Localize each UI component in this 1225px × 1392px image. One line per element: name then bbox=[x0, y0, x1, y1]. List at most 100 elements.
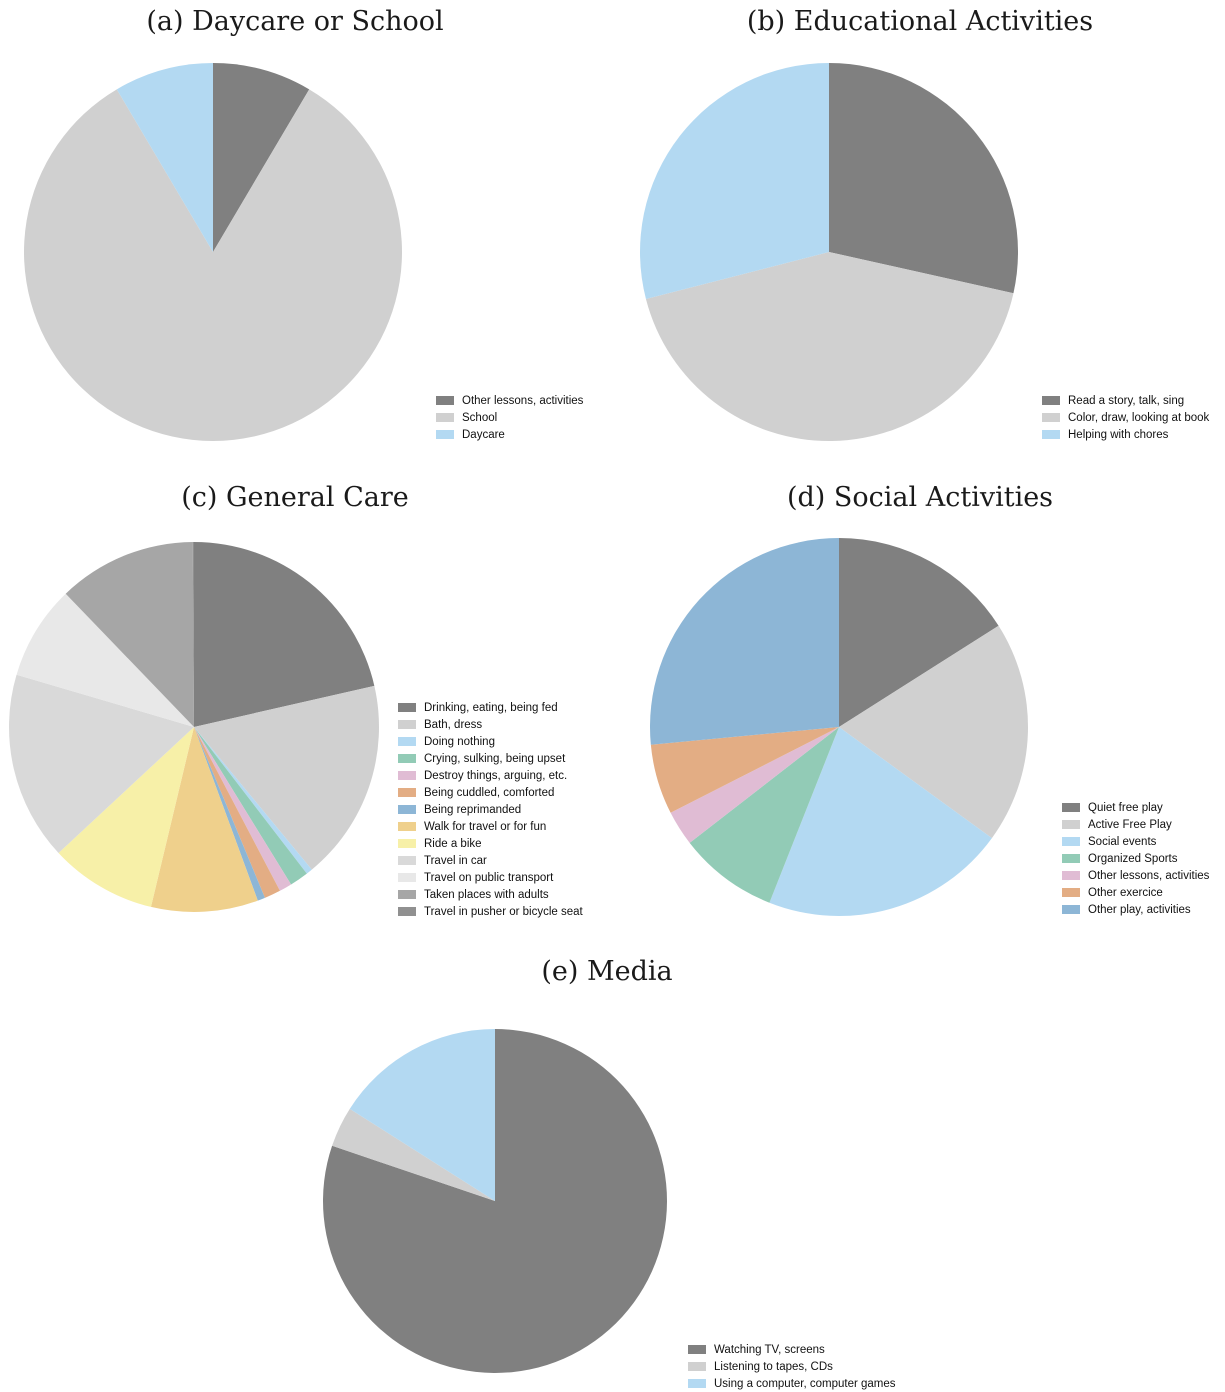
pie-slice-travel-in-car bbox=[9, 675, 194, 853]
legend-swatch bbox=[398, 907, 416, 916]
legend-swatch bbox=[398, 720, 416, 729]
legend-label: Using a computer, computer games bbox=[714, 1378, 896, 1390]
legend-swatch bbox=[398, 754, 416, 763]
pie-slice-daycare bbox=[117, 63, 213, 252]
chart-title-c: (c) General Care bbox=[181, 482, 409, 513]
legend-item: Being reprimanded bbox=[398, 801, 583, 818]
legend-swatch bbox=[398, 703, 416, 712]
pie-slice-using-a-computer-computer-games bbox=[350, 1029, 495, 1201]
legend-label: Watching TV, screens bbox=[714, 1344, 825, 1356]
legend-item: Bath, dress bbox=[398, 716, 583, 733]
legend-item: Read a story, talk, sing bbox=[1042, 392, 1209, 409]
legend-label: Other lessons, activities bbox=[462, 395, 583, 407]
legend-swatch bbox=[398, 822, 416, 831]
chart-title-e: (e) Media bbox=[541, 956, 672, 987]
legend-item: Travel on public transport bbox=[398, 869, 583, 886]
legend-label: Other play, activities bbox=[1088, 904, 1191, 916]
legend-c: Drinking, eating, being fed Bath, dress Do… bbox=[398, 699, 583, 920]
chart-title-b: (b) Educational Activities bbox=[747, 6, 1093, 37]
legend-swatch bbox=[398, 856, 416, 865]
legend-swatch bbox=[1042, 396, 1060, 405]
legend-label: Walk for travel or for fun bbox=[424, 821, 546, 833]
pie-slice-walk-for-travel-or-for-fun bbox=[151, 727, 258, 912]
legend-label: Color, draw, looking at book bbox=[1068, 412, 1209, 424]
legend-item: Helping with chores bbox=[1042, 426, 1209, 443]
legend-label: Crying, sulking, being upset bbox=[424, 753, 565, 765]
legend-label: Active Free Play bbox=[1088, 819, 1172, 831]
legend-swatch bbox=[1042, 430, 1060, 439]
chart-title-d: (d) Social Activities bbox=[787, 482, 1053, 513]
pie-slice-watching-tv-screens bbox=[323, 1029, 667, 1373]
pie-slice-travel-in-pusher-or-bicycle-seat bbox=[193, 542, 194, 727]
legend-swatch bbox=[398, 839, 416, 848]
pie-slice-crying-sulking-being-upset bbox=[194, 727, 307, 884]
pie-slice-doing-nothing bbox=[194, 727, 312, 874]
legend-swatch bbox=[1062, 871, 1080, 880]
legend-swatch bbox=[436, 396, 454, 405]
pie-slice-other-exercice bbox=[651, 727, 839, 813]
legend-swatch bbox=[1062, 888, 1080, 897]
legend-swatch bbox=[1062, 837, 1080, 846]
legend-label: Organized Sports bbox=[1088, 853, 1178, 865]
legend-item: Organized Sports bbox=[1062, 850, 1209, 867]
legend-item: Other play, activities bbox=[1062, 901, 1209, 918]
legend-item: Crying, sulking, being upset bbox=[398, 750, 583, 767]
legend-item: Quiet free play bbox=[1062, 799, 1209, 816]
legend-swatch bbox=[398, 771, 416, 780]
pie-slice-drinking-eating-being-fed bbox=[194, 542, 374, 727]
legend-label: Other exercice bbox=[1088, 887, 1163, 899]
legend-label: Taken places with adults bbox=[424, 889, 549, 901]
legend-item: School bbox=[436, 409, 583, 426]
legend-label: Being reprimanded bbox=[424, 804, 521, 816]
pie-slice-taken-places-with-adults bbox=[66, 542, 194, 727]
pie-slice-being-reprimanded bbox=[194, 727, 265, 901]
chart-title-a: (a) Daycare or School bbox=[146, 6, 443, 37]
pie-slice-destroy-things-arguing-etc bbox=[194, 727, 291, 891]
legend-item: Using a computer, computer games bbox=[688, 1375, 896, 1392]
legend-swatch bbox=[436, 430, 454, 439]
legend-label: Travel in car bbox=[424, 855, 487, 867]
legend-a: Other lessons, activities School Daycare bbox=[436, 392, 583, 443]
pie-slice-other-lessons-activities bbox=[213, 63, 309, 252]
pie-slice-school bbox=[24, 89, 402, 441]
legend-item: Travel in car bbox=[398, 852, 583, 869]
legend-d: Quiet free play Active Free Play Social ev… bbox=[1062, 799, 1209, 918]
legend-swatch bbox=[1062, 905, 1080, 914]
legend-item: Being cuddled, comforted bbox=[398, 784, 583, 801]
pie-slice-organized-sports bbox=[690, 727, 839, 903]
pie-slice-bath-dress bbox=[194, 686, 379, 870]
pie-slice-ride-a-bike bbox=[59, 727, 194, 907]
legend-swatch bbox=[688, 1379, 706, 1388]
pie-slice-other-lessons-activities bbox=[671, 727, 839, 843]
legend-item: Watching TV, screens bbox=[688, 1341, 896, 1358]
legend-item: Listening to tapes, CDs bbox=[688, 1358, 896, 1375]
legend-label: Social events bbox=[1088, 836, 1156, 848]
pie-slice-being-cuddled-comforted bbox=[194, 727, 280, 898]
legend-label: Destroy things, arguing, etc. bbox=[424, 770, 567, 782]
legend-swatch bbox=[398, 873, 416, 882]
legend-item: Walk for travel or for fun bbox=[398, 818, 583, 835]
legend-item: Destroy things, arguing, etc. bbox=[398, 767, 583, 784]
legend-swatch bbox=[688, 1362, 706, 1371]
legend-item: Other exercice bbox=[1062, 884, 1209, 901]
legend-swatch bbox=[1062, 820, 1080, 829]
legend-label: Travel on public transport bbox=[424, 872, 553, 884]
legend-swatch bbox=[398, 788, 416, 797]
legend-label: Read a story, talk, sing bbox=[1068, 395, 1184, 407]
legend-label: Being cuddled, comforted bbox=[424, 787, 554, 799]
legend-swatch bbox=[398, 737, 416, 746]
legend-item: Active Free Play bbox=[1062, 816, 1209, 833]
legend-b: Read a story, talk, sing Color, draw, loo… bbox=[1042, 392, 1209, 443]
pie-slice-other-play-activities bbox=[650, 538, 839, 745]
pie-slice-travel-on-public-transport bbox=[17, 594, 194, 727]
legend-item: Daycare bbox=[436, 426, 583, 443]
legend-label: Travel in pusher or bicycle seat bbox=[424, 906, 583, 918]
legend-label: Quiet free play bbox=[1088, 802, 1163, 814]
legend-label: Ride a bike bbox=[424, 838, 482, 850]
legend-label: Doing nothing bbox=[424, 736, 495, 748]
